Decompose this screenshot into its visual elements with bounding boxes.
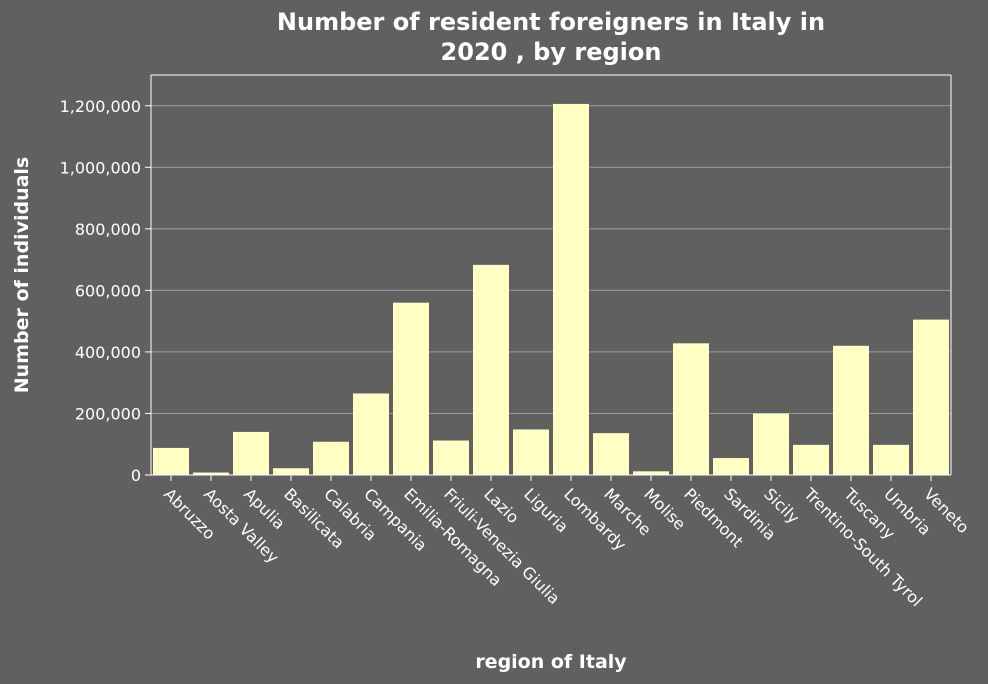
y-tick-labels: 0 200,000 400,000 600,000 800,000 1,000,000 1,… — [60, 97, 151, 485]
bar — [793, 444, 829, 475]
gridlines — [151, 105, 951, 414]
y-tick-label: 1,000,000 — [60, 158, 141, 177]
bar — [273, 468, 309, 475]
y-tick-label: 400,000 — [75, 343, 141, 362]
bar — [873, 444, 909, 475]
y-tick-label: 800,000 — [75, 220, 141, 239]
axes — [150, 74, 952, 476]
bar — [633, 471, 669, 475]
bar — [433, 440, 469, 475]
y-tick-label: 1,200,000 — [60, 97, 141, 116]
x-axis-label: region of Italy — [475, 651, 627, 673]
bar — [233, 431, 269, 475]
bar — [553, 103, 589, 475]
chart-title-line-2: 2020 , by region — [441, 38, 662, 66]
bar — [193, 472, 229, 475]
bars — [153, 103, 949, 475]
bar — [473, 264, 509, 475]
y-tick-label: 200,000 — [75, 404, 141, 423]
bar — [353, 393, 389, 475]
bar — [393, 302, 429, 475]
bar — [673, 343, 709, 475]
bar — [513, 429, 549, 475]
bar — [833, 345, 869, 475]
chart-title-line-1: Number of resident foreigners in Italy i… — [277, 8, 825, 36]
y-tick-label: 600,000 — [75, 281, 141, 300]
bar — [713, 458, 749, 475]
bar — [153, 447, 189, 475]
bar — [313, 441, 349, 475]
y-axis-label: Number of individuals — [11, 157, 33, 393]
bar — [753, 413, 789, 475]
y-tick-label: 0 — [131, 466, 141, 485]
bar — [593, 433, 629, 475]
bar — [913, 319, 949, 475]
x-tick-label: Liguria — [520, 484, 572, 536]
